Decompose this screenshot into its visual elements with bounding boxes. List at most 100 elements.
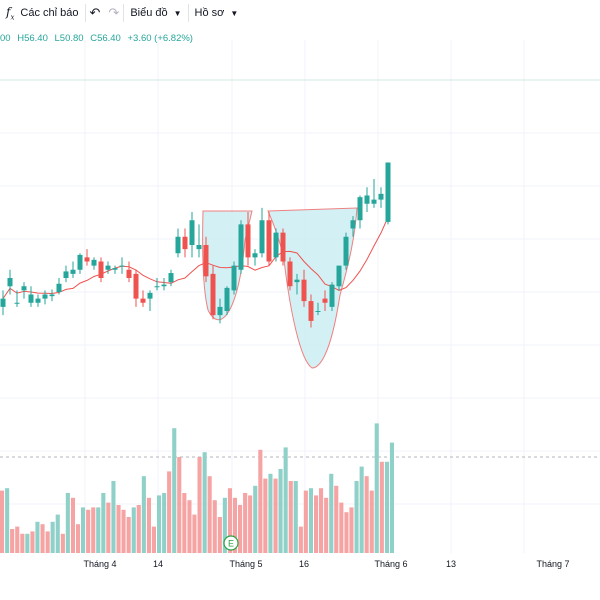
candle-body	[49, 294, 55, 297]
volume-bar	[177, 457, 182, 553]
x-tick-label: 16	[299, 559, 309, 569]
profile-label: Hồ sơ	[194, 7, 225, 19]
indicators-button[interactable]: fx Các chỉ báo	[0, 0, 85, 26]
candle-body	[126, 269, 132, 278]
volume-bar	[76, 524, 81, 553]
ohlc-legend: 00 H56.40 L50.80 C56.40 +3.60 (+6.82%)	[0, 33, 197, 44]
toolbar-separator	[123, 4, 125, 22]
candle-body	[294, 279, 300, 283]
candle-body	[182, 236, 188, 250]
volume-bar	[91, 507, 96, 553]
volume-bar	[151, 526, 156, 553]
volume-bar	[283, 447, 288, 553]
candle-body	[161, 284, 167, 287]
earnings-marker-glyph: E	[228, 539, 234, 549]
candle-body	[133, 273, 139, 299]
volume-bar	[0, 490, 5, 553]
candle-body	[105, 265, 111, 270]
candle-body	[301, 279, 307, 302]
volume-bar	[106, 502, 111, 553]
candle-body	[385, 162, 391, 222]
candle-body	[266, 220, 272, 262]
pattern-right-cup	[267, 207, 358, 369]
candle-body	[175, 236, 181, 254]
volume-bar	[243, 493, 248, 553]
volume-bar	[121, 509, 126, 553]
x-tick-label: Tháng 6	[374, 559, 407, 569]
volume-bar	[268, 473, 273, 553]
candle-body	[336, 265, 342, 287]
candle-body	[189, 220, 195, 245]
volume-bar	[45, 531, 50, 553]
chevron-down-icon: ▼	[173, 8, 182, 18]
toolbar-separator	[84, 4, 86, 22]
volume-bar	[379, 461, 384, 553]
volume-bar	[131, 507, 136, 553]
candle-body	[259, 220, 265, 254]
candle-body	[147, 292, 153, 299]
candle-body	[224, 287, 230, 311]
volume-bar	[65, 493, 70, 553]
volume-bar	[96, 507, 101, 553]
volume-bar	[70, 497, 75, 553]
ohlc-open: 00	[0, 33, 11, 44]
candle-body	[7, 278, 13, 287]
profile-button[interactable]: Hồ sơ ▼	[189, 0, 245, 26]
undo-icon[interactable]: ↶	[89, 5, 101, 20]
candle-body	[315, 311, 321, 312]
volume-bar	[217, 517, 222, 553]
volume-bar	[369, 490, 374, 553]
volume-bar	[141, 476, 146, 553]
candle-body	[14, 302, 20, 304]
volume-bar	[157, 495, 162, 553]
moving-average-line	[2, 217, 389, 299]
candle-body	[280, 232, 286, 262]
volume-bar	[349, 507, 354, 553]
candle-body	[154, 286, 160, 288]
volume-bar	[167, 471, 172, 553]
volume-bar	[86, 509, 91, 553]
volume-bar	[278, 469, 283, 553]
volume-bar	[20, 533, 25, 553]
volume-bar	[359, 466, 364, 553]
volume-bar	[238, 505, 243, 553]
candle-body	[196, 245, 202, 250]
volume-bar	[253, 485, 258, 553]
candle-body	[42, 294, 48, 299]
volume-bar	[60, 533, 65, 553]
volume-bar	[116, 505, 121, 553]
candle-body	[77, 254, 83, 270]
volume-bar	[187, 500, 192, 553]
volume-bar	[273, 478, 278, 553]
volume-bar	[293, 481, 298, 553]
candle-body	[273, 232, 279, 258]
volume-bar	[389, 442, 394, 553]
candle-body	[168, 273, 174, 283]
candle-body	[238, 224, 244, 270]
candle-body	[357, 197, 363, 221]
candle-body	[63, 271, 69, 278]
candle-body	[371, 199, 377, 204]
volume-bar	[248, 495, 253, 553]
toolbar-separator	[187, 4, 189, 22]
candle-body	[35, 298, 41, 303]
candle-body	[364, 195, 370, 204]
candle-body	[70, 269, 76, 274]
volume-bar	[197, 457, 202, 553]
volume-bar	[126, 517, 131, 553]
chart-type-button[interactable]: Biểu đồ ▼	[124, 0, 187, 26]
volume-bar	[384, 461, 389, 553]
volume-bar	[374, 423, 379, 553]
candle-body	[21, 286, 27, 291]
ohlc-high: H56.40	[17, 33, 48, 44]
ohlc-close: C56.40	[90, 33, 121, 44]
volume-bar	[308, 488, 313, 553]
volume-bar	[258, 449, 263, 553]
volume-bar	[111, 481, 116, 553]
candle-body	[119, 265, 125, 267]
candle-body	[140, 298, 146, 303]
redo-icon[interactable]: ↷	[108, 5, 120, 20]
ohlc-low: L50.80	[54, 33, 84, 44]
volume-bar	[30, 531, 35, 553]
